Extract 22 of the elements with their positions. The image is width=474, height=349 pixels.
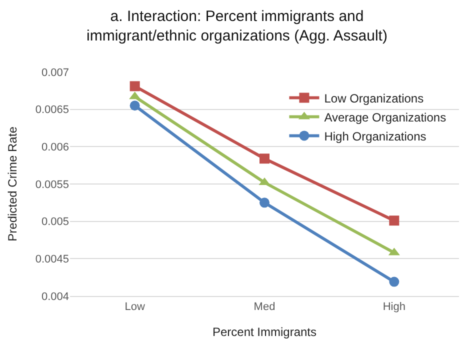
y-axis-title: Predicted Crime Rate — [6, 126, 20, 242]
point — [130, 81, 140, 92]
x-tick-label: Med — [254, 301, 276, 314]
point — [130, 100, 140, 111]
point — [260, 154, 270, 164]
y-tick-label: 0.006 — [41, 142, 69, 154]
point — [260, 198, 270, 208]
x-axis-title: Percent Immigrants — [212, 325, 317, 340]
y-tick-label: 0.007 — [41, 66, 69, 79]
x-tick-label: High — [382, 301, 406, 314]
y-tick-label: 0.0055 — [35, 178, 69, 191]
y-tick-label: 0.0045 — [35, 254, 69, 266]
y-tick-label: 0.005 — [41, 216, 69, 228]
legend-label: Average Organizations — [324, 110, 446, 124]
chart-title: a. Interaction: Percent immigrants and immigrant/ethnic organizations (Agg. Assault) — [86, 8, 388, 44]
legend-label: High Organizations — [324, 129, 426, 144]
point — [389, 216, 400, 226]
legend-label: Low Organizations — [324, 91, 424, 106]
x-tick-label: Low — [124, 301, 145, 314]
y-tick-label: 0.004 — [41, 290, 69, 303]
y-tick-label: 0.0065 — [35, 104, 69, 116]
point — [389, 276, 400, 287]
